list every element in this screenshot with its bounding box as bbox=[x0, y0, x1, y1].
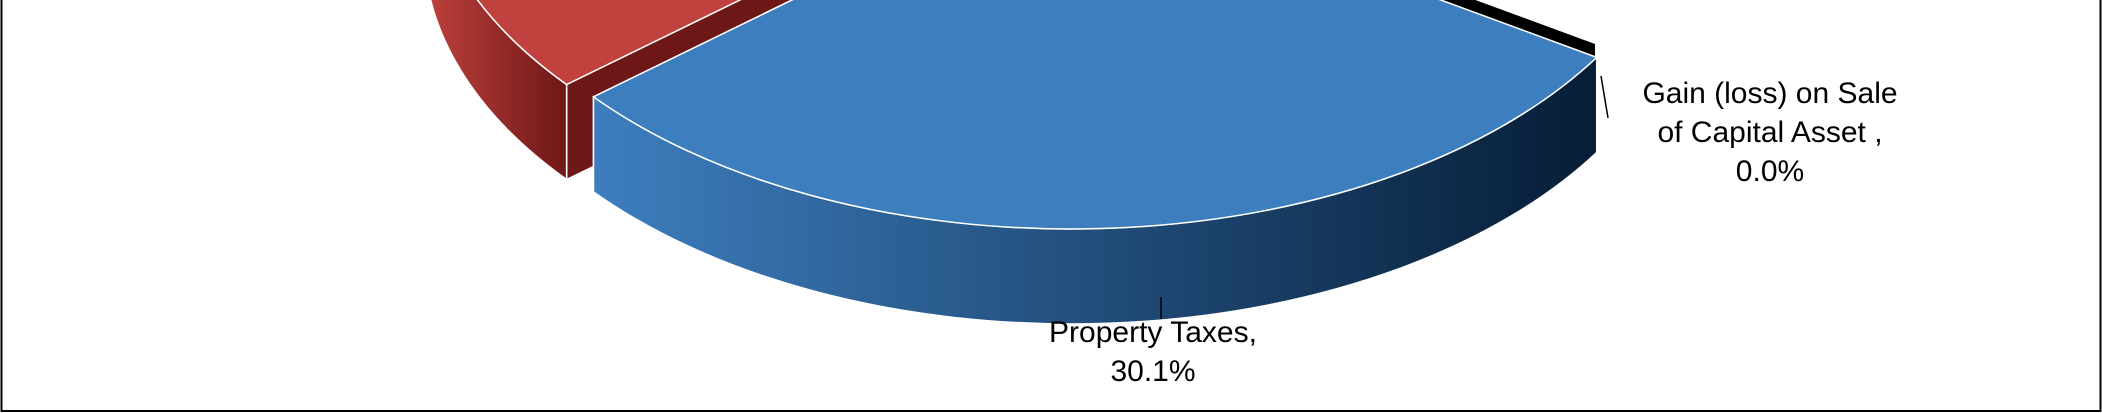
data-label-value: 0.0% bbox=[1736, 155, 1804, 188]
labels: Gain (loss) on Sale of Capital Asset , 0.0… bbox=[1049, 75, 1898, 388]
data-label-name: Property Taxes, bbox=[1049, 316, 1257, 349]
data-label-name: Gain (loss) on Sale of Capital Asset , bbox=[1642, 77, 1897, 149]
slice bbox=[592, 0, 1599, 325]
slice-top bbox=[592, 0, 1599, 230]
slice-top bbox=[476, 0, 742, 86]
leader-line bbox=[1600, 75, 1609, 119]
label-line: of Capital Asset , bbox=[1657, 116, 1882, 149]
pie bbox=[430, 0, 1599, 325]
label-line: Property Taxes, bbox=[1049, 316, 1257, 349]
data-label-value: 30.1% bbox=[1110, 355, 1195, 388]
label-line: Gain (loss) on Sale bbox=[1642, 77, 1897, 110]
